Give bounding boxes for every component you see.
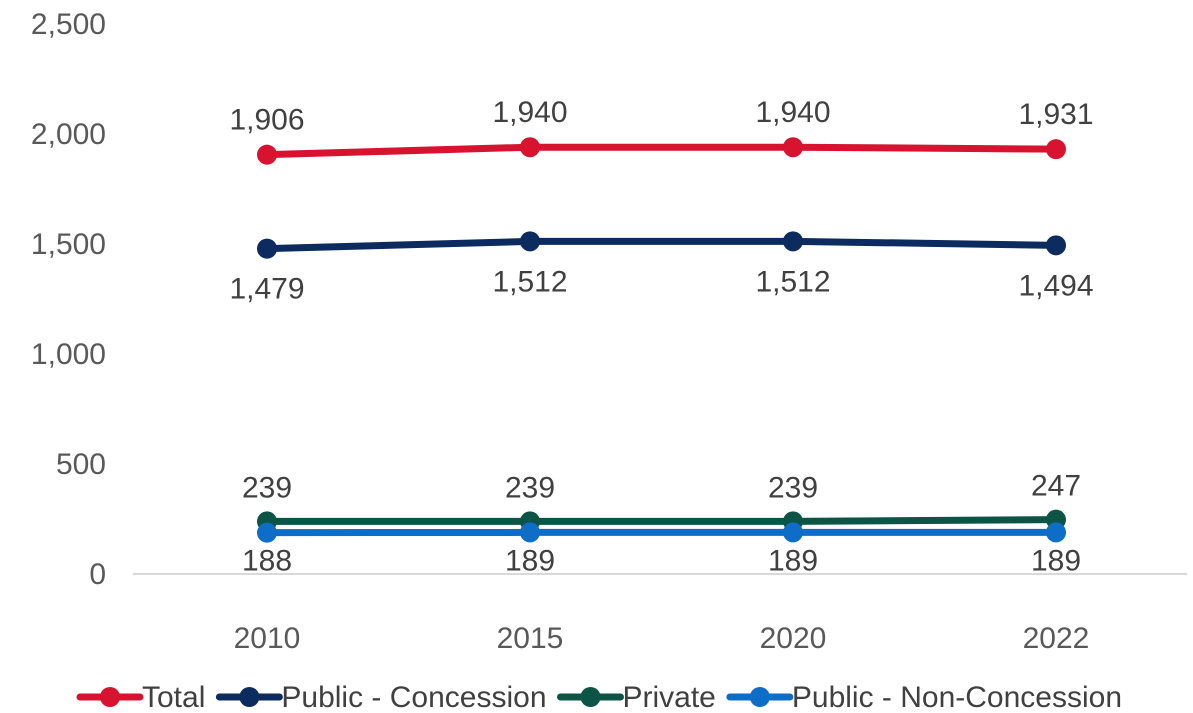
data-label: 239 <box>505 471 555 504</box>
legend-point-marker <box>100 687 120 707</box>
legend: Total Public - Concession Private Public - … <box>76 681 1122 713</box>
legend-item: Public - Concession <box>215 681 547 713</box>
data-point <box>1046 235 1066 256</box>
data-label: 1,479 <box>229 273 304 306</box>
x-tick-label: 2015 <box>497 622 564 655</box>
y-tick-label: 500 <box>56 448 106 481</box>
series-public-concession <box>257 231 1066 259</box>
data-label: 239 <box>768 471 818 504</box>
legend-item: Private <box>557 681 716 713</box>
x-tick-label: 2010 <box>234 622 301 655</box>
legend-point-marker <box>580 687 601 707</box>
data-point <box>783 522 803 543</box>
data-label: 189 <box>768 544 818 577</box>
y-axis: 0 500 1,000 1,500 2,000 2,500 <box>31 8 106 591</box>
data-label: 1,494 <box>1018 269 1093 302</box>
data-label: 189 <box>1031 544 1081 577</box>
data-label: 1,512 <box>492 265 567 298</box>
data-point <box>783 231 803 252</box>
y-tick-label: 0 <box>89 558 106 591</box>
legend-item: Total <box>76 681 205 713</box>
x-tick-label: 2022 <box>1023 622 1090 655</box>
data-point <box>783 137 803 158</box>
data-label: 188 <box>242 545 292 578</box>
series-private <box>257 509 1066 532</box>
data-label: 247 <box>1031 470 1081 503</box>
series-total <box>257 137 1066 165</box>
data-label: 1,931 <box>1018 98 1093 131</box>
data-point <box>520 522 540 543</box>
legend-point-marker <box>749 687 770 707</box>
x-tick-label: 2020 <box>760 622 827 655</box>
series-public-non-concession <box>257 522 1066 543</box>
data-label: 189 <box>505 544 555 577</box>
legend-item: Public - Non-Concession <box>726 681 1122 713</box>
series-line <box>263 516 1060 525</box>
y-tick-label: 1,500 <box>31 228 106 261</box>
data-label: 1,512 <box>755 265 830 298</box>
y-tick-label: 2,500 <box>31 8 106 41</box>
data-point <box>520 231 540 252</box>
data-point <box>520 137 540 158</box>
legend-label: Total <box>142 681 205 713</box>
legend-label: Private <box>623 681 716 713</box>
data-label: 1,940 <box>492 96 567 129</box>
data-point <box>1046 522 1066 543</box>
plot-area <box>257 137 1066 543</box>
data-label: 239 <box>242 471 292 504</box>
legend-label: Public - Concession <box>281 681 546 713</box>
series-line <box>263 143 1060 159</box>
series-line <box>263 237 1060 253</box>
legend-point-marker <box>239 687 260 707</box>
data-label: 1,940 <box>755 96 830 129</box>
data-labels: 1,906 1,940 1,940 1,931 1,479 1,512 1,512 1,494… <box>229 96 1093 577</box>
data-point <box>257 238 277 259</box>
y-tick-label: 2,000 <box>31 118 106 151</box>
y-tick-label: 1,000 <box>31 338 106 371</box>
x-axis: 2010 2015 2020 2022 <box>234 622 1090 655</box>
data-point <box>257 144 277 165</box>
legend-label: Public - Non-Concession <box>792 681 1122 713</box>
data-point <box>257 522 277 543</box>
data-point <box>1046 139 1066 160</box>
data-label: 1,906 <box>229 104 304 137</box>
